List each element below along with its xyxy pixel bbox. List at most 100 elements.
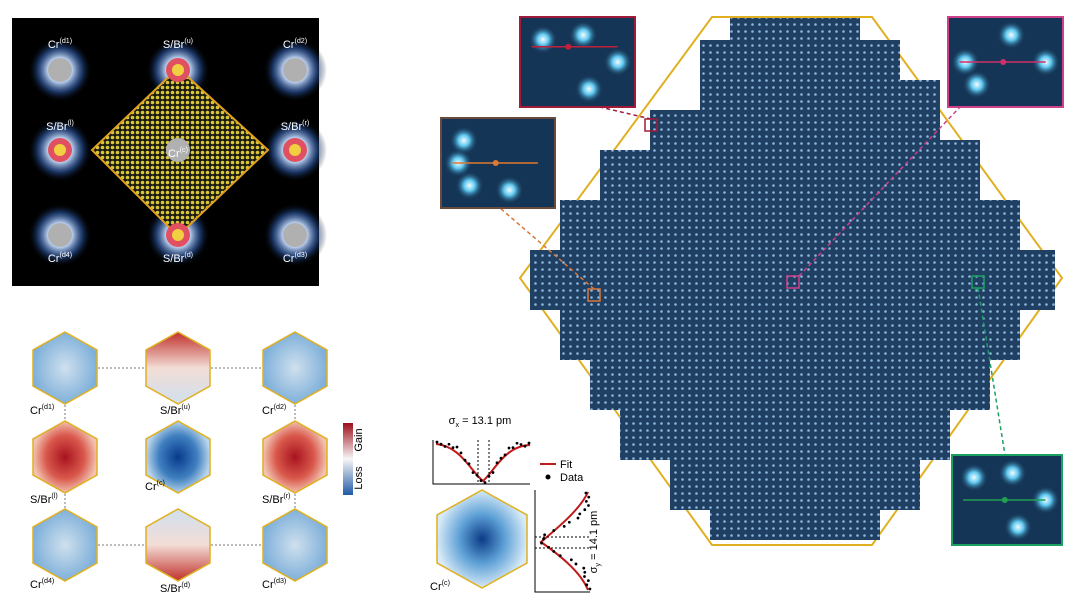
label: Cr(d3) [262,577,286,591]
label-base: S/Br [163,39,185,51]
data-point [574,562,578,566]
data-point [487,474,491,478]
label-base: Cr [262,579,274,591]
atom [166,138,190,162]
label-text: = 14.1 pm [588,511,600,563]
colorbar [343,423,353,495]
label: S/Br(l) [46,119,74,133]
label: σx = 13.1 pm [449,415,512,429]
label-script: (l) [51,492,57,500]
label-base: Cr [262,405,274,417]
label-base: S/Br [262,494,284,506]
data-point [503,453,507,457]
data-point [459,451,463,455]
data-point [583,508,587,512]
atom [289,144,301,156]
data-point [527,441,531,445]
data-point [475,473,479,477]
axis [432,440,530,485]
label: Cr(c) [168,146,188,160]
inset-center [1001,497,1008,503]
data-point [515,441,519,445]
hexagon [262,508,328,582]
inset-spot [960,463,988,492]
label-script: y [594,563,602,567]
label: S/Br(l) [30,492,58,506]
data-point [467,462,471,466]
colorbar-label: Loss [353,466,365,490]
fit-curve [435,443,531,483]
legend-label: Fit [560,459,572,471]
lattice [530,18,1055,540]
label-script: (d1) [42,403,55,411]
hexagon [145,420,211,494]
label-base: Cr [430,581,442,593]
inset-spot [455,171,484,200]
data-point [439,442,443,446]
label: Cr(d4) [30,577,54,591]
label-base: S/Br [46,121,68,133]
label-script: (c) [442,579,450,587]
label: S/Br(u) [163,37,193,51]
inset-center [492,160,499,166]
label: S/Br(d) [163,251,193,265]
label: S/Br(r) [281,119,310,133]
label-script: (d2) [274,403,287,411]
inset-spot [495,176,524,204]
label: Cr(d4) [48,251,72,265]
label-base: σ [588,566,600,573]
inset-spot [569,21,598,49]
data-point [583,570,587,574]
hexagon [262,331,328,405]
data-point [491,471,495,474]
connector [977,287,1006,456]
inset-spot [997,21,1026,49]
legend-label: Data [560,472,584,484]
data-point [558,554,562,558]
label-base: S/Br [160,583,182,595]
label-base: S/Br [163,253,185,265]
data-point [519,443,523,446]
label: σy = 14.1 pm [588,511,602,574]
roi-box [786,275,800,289]
data-point [547,545,551,549]
label-script: (c) [180,146,188,154]
inset-spot [575,75,603,103]
fit-panel: Fit Data [432,440,592,593]
label-base: Cr [145,481,157,493]
label: Cr(d1) [30,403,54,417]
label: Cr(d1) [48,37,72,51]
atom [172,229,184,241]
data-point [463,458,467,462]
inset-spot [449,126,478,155]
label: Cr(d2) [283,37,307,51]
label-base: Cr [48,39,60,51]
label-script: (d4) [42,577,55,585]
atom [54,144,66,156]
connector [798,106,961,277]
label-script: (c) [157,479,165,487]
label-base: S/Br [281,121,303,133]
hexagon [145,331,211,405]
insets [440,16,1064,546]
data-point [543,533,547,537]
colorbar-label: Gain [353,428,365,451]
data-point [587,495,591,499]
inset-spot [529,25,557,54]
data-point [523,444,527,448]
bottom-panel: Cr(d1) S/Br(u) Cr(d2)S/Br(l)Cr(c)S/Br(r)Cr… [30,331,328,595]
data-point [435,440,439,444]
inset-spot [998,459,1027,487]
hexagon [262,420,328,494]
hexagon [32,331,98,405]
label: S/Br(r) [262,492,291,506]
data-point [586,579,590,583]
data-point [585,583,589,587]
data-point [507,446,511,450]
data-point [578,512,582,516]
label-base: Cr [283,39,295,51]
label-base: Cr [48,253,60,265]
data-point [455,445,459,449]
atom [172,64,184,76]
